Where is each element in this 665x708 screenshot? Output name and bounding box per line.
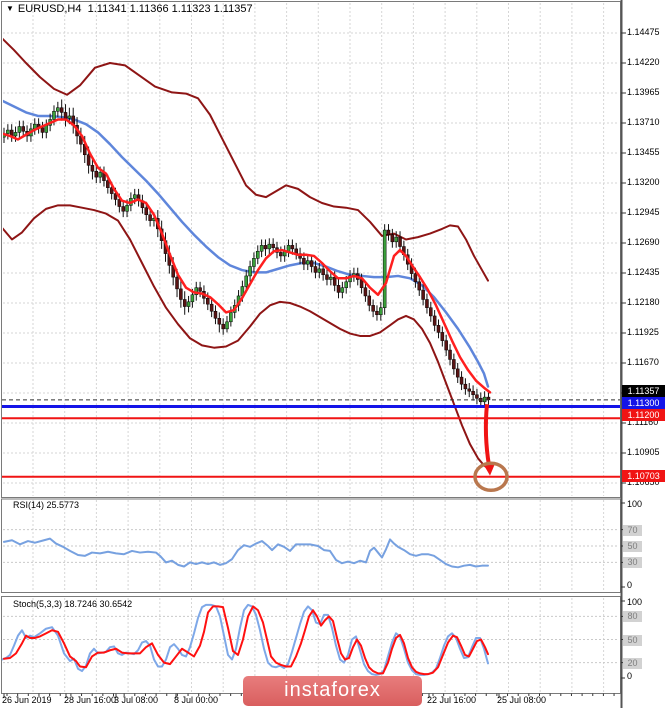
price-axis-label: 1.10905: [627, 447, 660, 457]
price-axis-label: 1.12435: [627, 267, 660, 277]
stoch-level-label: 20: [623, 657, 642, 669]
rsi-label: RSI(14) 25.5773: [13, 500, 80, 510]
price-axis-label: 1.14475: [627, 27, 660, 37]
stoch-level-label: 50: [623, 634, 642, 646]
price-axis-label: 1.12180: [627, 297, 660, 307]
chart-title: ▼ EURUSD,H4 1.11341 1.11366 1.11323 1.113…: [6, 3, 253, 15]
time-axis-label: 22 Jul 16:00: [427, 695, 477, 705]
price-axis-label: 1.10650: [627, 477, 660, 487]
price-axis-label: 1.13200: [627, 177, 660, 187]
price-axis-label: 1.11670: [627, 357, 659, 367]
rsi-axis-bottom: 0: [627, 580, 633, 590]
price-axis-label: 1.13710: [627, 117, 660, 127]
price-axis-label: 1.12690: [627, 237, 660, 247]
price-line-label: 1.10703: [622, 470, 665, 482]
chart-dropdown-icon[interactable]: ▼: [6, 4, 14, 13]
rsi-level-label: 70: [623, 524, 642, 536]
price-axis-label: 1.11925: [627, 327, 659, 337]
time-axis-label: 28 Jun 16:00: [64, 695, 117, 705]
time-axis-label: 8 Jul 00:00: [174, 695, 219, 705]
rsi-level-label: 50: [623, 541, 642, 552]
chart-quotes: 1.11341 1.11366 1.11323 1.11357: [87, 3, 253, 15]
price-axis-label: 1.14220: [627, 57, 660, 67]
time-axis-label: 26 Jun 2019: [2, 695, 52, 705]
price-axis-label: 1.13965: [627, 87, 660, 97]
main-pane: [3, 37, 492, 472]
price-line-label: 1.11300: [622, 397, 665, 409]
price-axis-label: 1.13455: [627, 147, 660, 157]
stoch-label: Stoch(5,3,3) 18.7246 30.6542: [13, 599, 133, 609]
rsi-axis-top: 100: [627, 499, 643, 509]
chart-symbol: EURUSD,H4: [17, 3, 82, 15]
price-axis-label: 1.12945: [627, 207, 660, 217]
stoch-level-label: 80: [623, 611, 642, 623]
stoch-axis-bottom: 0: [627, 671, 633, 681]
stoch-axis-top: 100: [627, 597, 643, 607]
price-axis-label: 1.11160: [627, 417, 659, 427]
price-line-label: 1.11200: [622, 409, 665, 421]
candles: [3, 99, 491, 407]
time-axis-label: 3 Jul 08:00: [114, 695, 159, 705]
gridlines: [3, 3, 619, 692]
instaforex-watermark: instaforex: [243, 676, 422, 706]
rsi-level-label: 30: [623, 557, 642, 569]
time-axis-label: 25 Jul 08:00: [497, 695, 547, 705]
price-line-label: 1.11357: [622, 385, 665, 397]
